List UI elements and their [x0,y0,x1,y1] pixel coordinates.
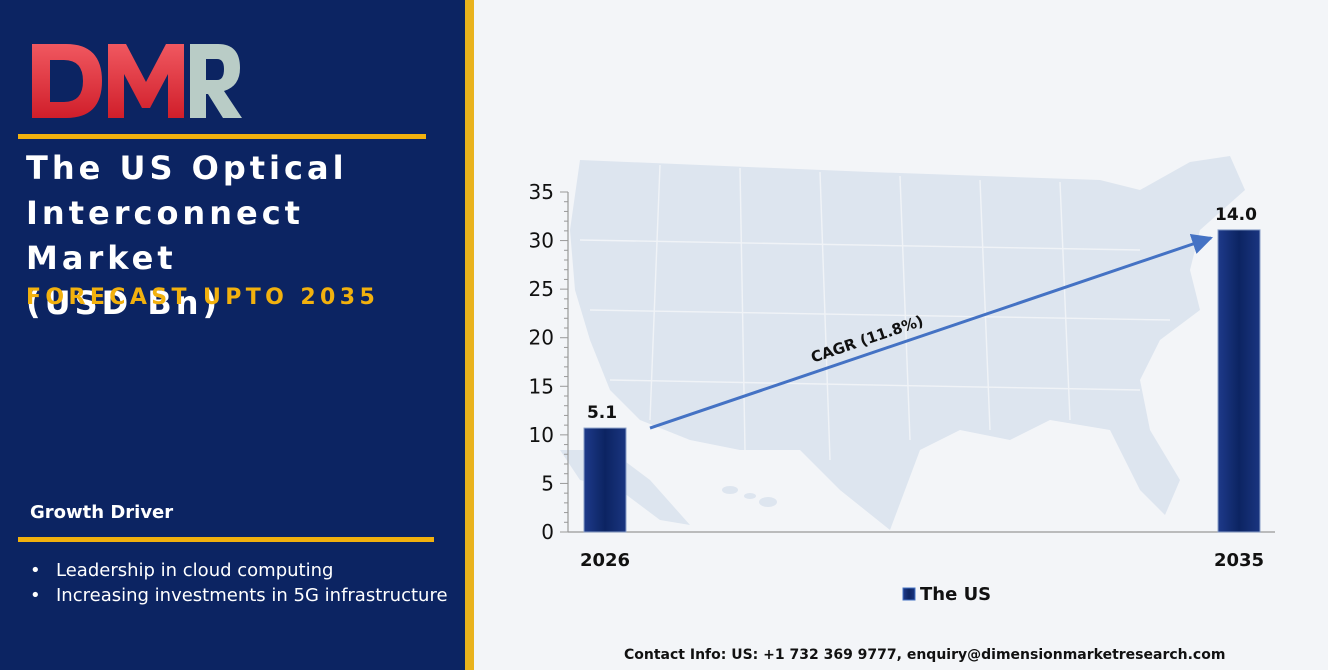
y-tick-label: 35 [529,180,554,204]
x-category-label: 2035 [1214,550,1264,571]
y-tick-label: 0 [541,520,554,544]
y-axis-ticks: 0 5 10 15 20 25 30 35 [529,180,568,544]
y-tick-label: 20 [529,326,554,350]
legend-label: The US [920,584,991,605]
contact-info: Contact Info: US: +1 732 369 9777, enqui… [624,647,1226,663]
gold-stripe [465,0,474,670]
dmr-logo [32,44,242,118]
bar-data-label: 14.0 [1215,205,1257,225]
growth-driver-heading: Growth Driver [30,502,174,523]
y-tick-label: 15 [529,374,554,398]
y-tick-label: 25 [529,277,554,301]
growth-driver-item: Increasing investments in 5G infrastruct… [30,583,448,608]
left-panel: The US Optical Interconnect Market (USD … [0,0,465,670]
growth-driver-item: Leadership in cloud computing [30,558,448,583]
growth-driver-divider [18,537,434,542]
y-tick-label: 30 [529,229,554,253]
bar-series: 5.1 2026 14.0 2035 [580,205,1264,571]
cagr-arrow [649,234,1213,430]
bar-data-label: 5.1 [587,403,617,423]
title-divider [18,134,426,139]
legend-swatch [902,587,916,601]
bar [583,427,627,533]
growth-driver-list: Leadership in cloud computing Increasing… [30,558,448,608]
x-category-label: 2026 [580,550,630,571]
page-title: The US Optical Interconnect Market (USD … [26,149,348,322]
bar [1217,229,1261,533]
y-tick-label: 10 [529,423,554,447]
chart-legend: The US [902,584,991,605]
y-tick-label: 5 [541,471,554,495]
forecast-subtitle: FORECAST UPTO 2035 [26,285,380,310]
